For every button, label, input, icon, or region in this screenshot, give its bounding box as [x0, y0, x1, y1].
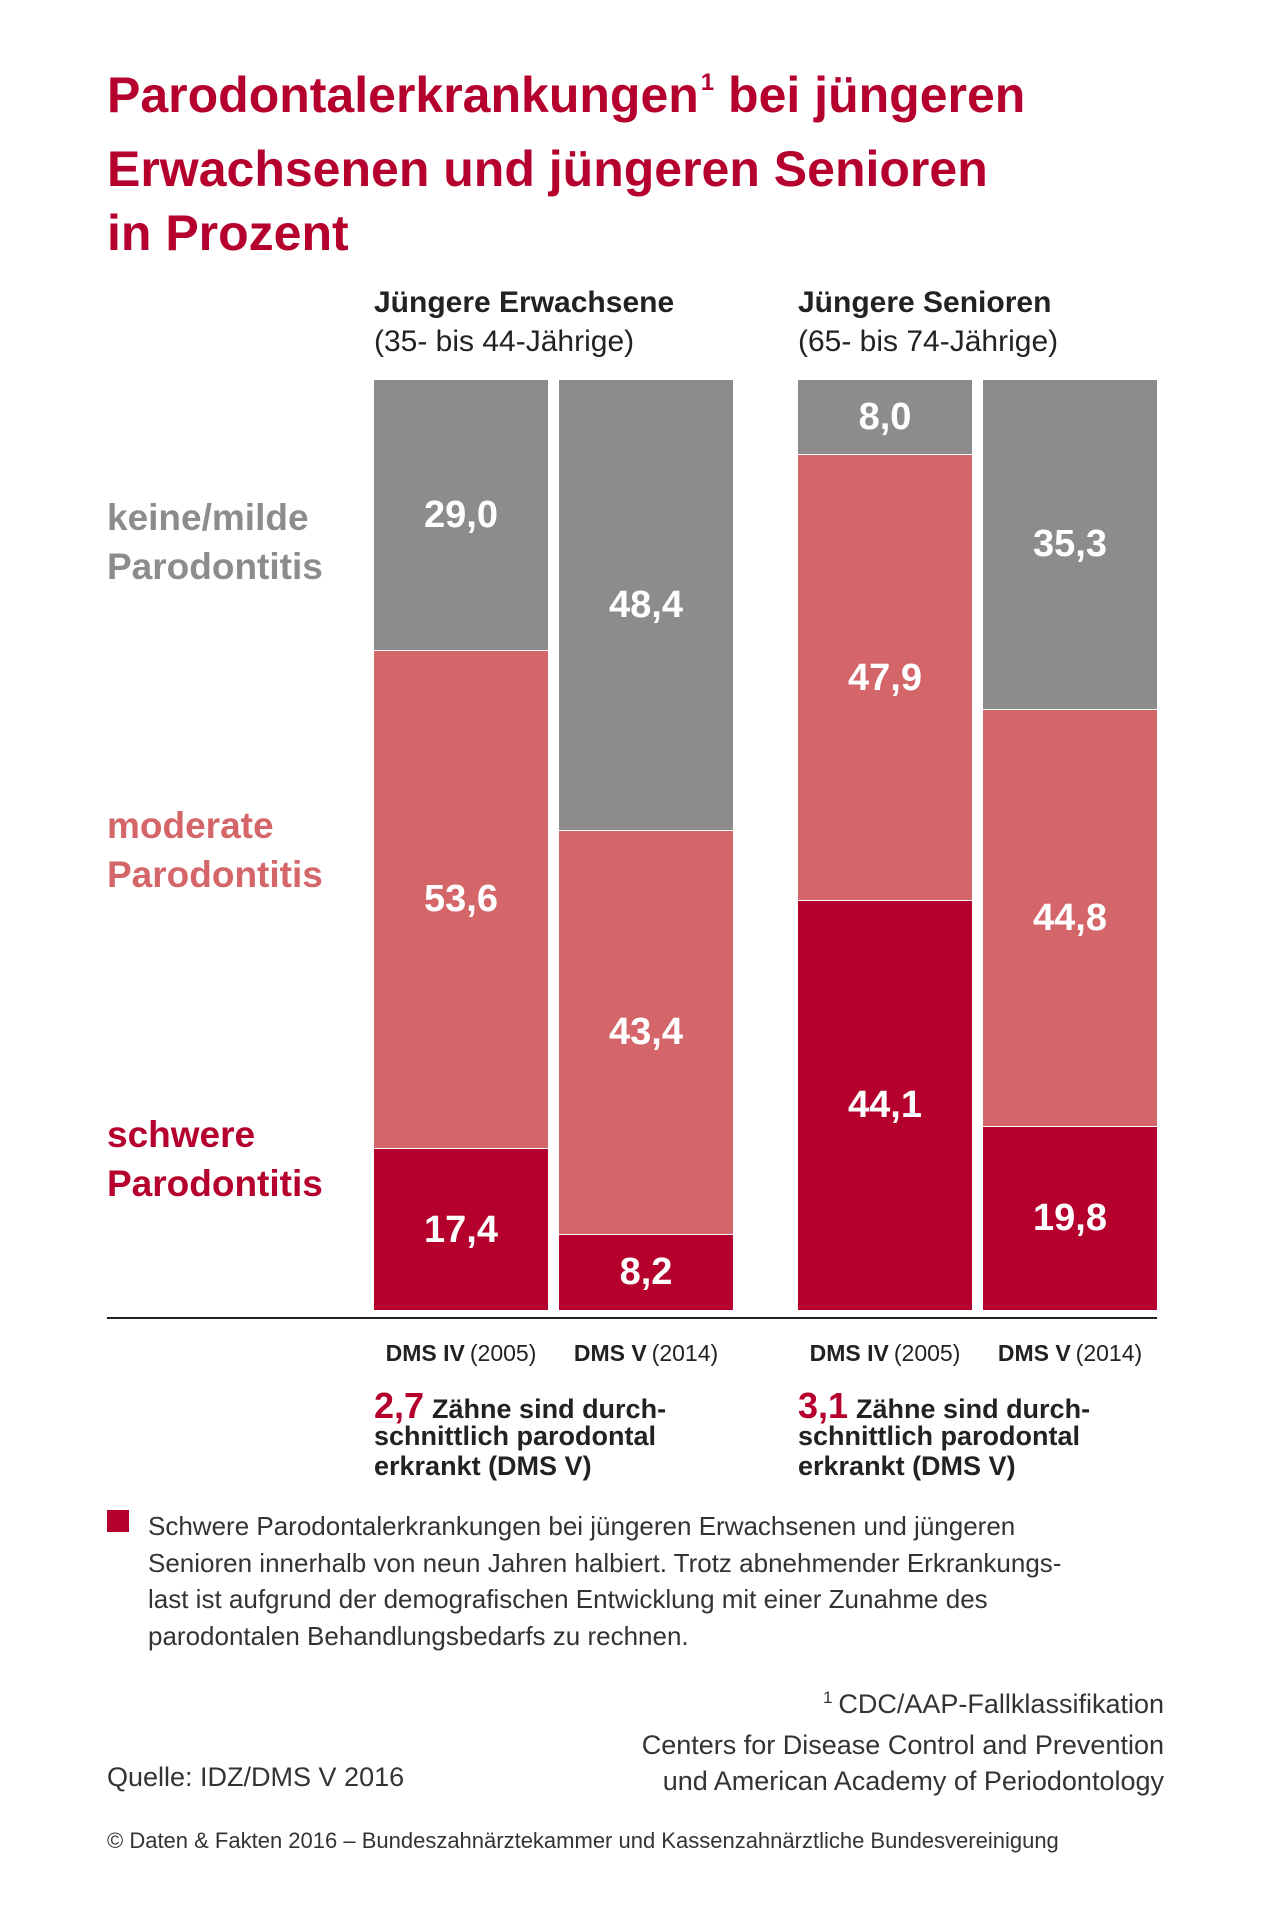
bar-segment: 8,2 [559, 1233, 733, 1310]
bar-segment: 17,4 [374, 1148, 548, 1310]
title-line-3: in Prozent [107, 205, 349, 261]
x-label-study: DMS IV [385, 1340, 465, 1366]
summary-line: Senioren innerhalb von neun Jahren halbi… [148, 1547, 1062, 1578]
x-label-study: DMS IV [809, 1340, 889, 1366]
x-label: DMS IV (2005) [798, 1339, 972, 1367]
chart-title: Parodontalerkrankungen1 bei jüngeren Erw… [107, 63, 1025, 265]
annotation-line: 3,1 Zähne sind durch- [798, 1388, 1091, 1425]
footnote: 1 CDC/AAP-Fallklassifikation Centers for … [642, 1686, 1164, 1800]
series-label-mild: keine/milde Parodontitis [107, 493, 323, 591]
series-label-line: schwere [107, 1114, 256, 1155]
title-line-1-end: bei jüngeren [714, 67, 1026, 123]
bar-segment: 53,6 [374, 649, 548, 1149]
x-label-study: DMS V [997, 1340, 1071, 1366]
summary-line: Schwere Parodontalerkrankungen bei jünge… [148, 1511, 1016, 1541]
group-subtitle: (65- bis 74-Jährige) [798, 325, 1059, 358]
title-line-1: Parodontalerkrankungen1 bei jüngeren [107, 63, 1025, 137]
title-line-1-text: Parodontalerkrankungen [107, 67, 699, 123]
title-footnote-mark: 1 [700, 69, 715, 96]
annotation-line: erkrankt (DMS V) [798, 1451, 1016, 1481]
group-subtitle: (35- bis 44-Jährige) [374, 325, 635, 358]
footnote-text: CDC/AAP-Fallklassifikation [838, 1689, 1164, 1719]
value-label: 17,4 [424, 1208, 498, 1251]
annotation-value: 2,7 [374, 1385, 425, 1426]
series-label-line: Parodontitis [107, 854, 323, 895]
annotation-text: Zähne sind durch- [432, 1394, 667, 1424]
x-label-study: DMS V [573, 1340, 647, 1366]
value-label: 35,3 [1033, 523, 1107, 566]
x-axis-line [107, 1317, 1157, 1319]
group-title: Jüngere Senioren [798, 286, 1052, 319]
annotation-line: schnittlich parodontal [374, 1421, 657, 1451]
bar-segment: 44,1 [798, 899, 972, 1310]
bar-segment: 47,9 [798, 454, 972, 900]
x-label: DMS V (2014) [559, 1339, 733, 1367]
bar-segment: 8,0 [798, 380, 972, 455]
summary-text: Schwere Parodontalerkrankungen bei jünge… [148, 1508, 1061, 1654]
annotation-value: 3,1 [798, 1385, 849, 1426]
bar-segment: 48,4 [559, 380, 733, 831]
annotation-line: schnittlich parodontal [798, 1421, 1081, 1451]
value-label: 43,4 [609, 1011, 683, 1054]
value-label: 8,2 [619, 1251, 673, 1294]
x-label: DMS V (2014) [983, 1339, 1157, 1367]
series-label-line: moderate [107, 805, 274, 846]
summary-bullet-square [107, 1510, 129, 1532]
bar-segment: 43,4 [559, 830, 733, 1234]
bar-segment: 35,3 [983, 380, 1157, 709]
annotation-young-adults: 2,7 Zähne sind durch- schnittlich parodon… [374, 1388, 667, 1482]
bar-segment: 19,8 [983, 1125, 1157, 1310]
x-label-year: (2014) [651, 1340, 719, 1366]
annotation-line: erkrankt (DMS V) [374, 1451, 592, 1481]
value-label: 47,9 [848, 656, 922, 699]
x-label-year: (2005) [893, 1340, 961, 1366]
bar-segment: 44,8 [983, 708, 1157, 1126]
copyright-note: © Daten & Fakten 2016 – Bundeszahnärztek… [107, 1828, 1059, 1853]
value-label: 19,8 [1033, 1197, 1107, 1240]
series-label-severe: schwere Parodontitis [107, 1110, 323, 1208]
x-label: DMS IV (2005) [374, 1339, 548, 1367]
x-label-year: (2014) [1075, 1340, 1143, 1366]
source-note: Quelle: IDZ/DMS V 2016 [107, 1762, 405, 1792]
group-header-young-seniors: Jüngere Senioren (65- bis 74-Jährige) [798, 283, 1058, 361]
bar-segment: 29,0 [374, 380, 548, 650]
footnote-line: Centers for Disease Control and Preventi… [641, 1729, 1164, 1760]
title-line-2: Erwachsenen und jüngeren Senioren [107, 141, 988, 197]
series-label-line: Parodontitis [107, 1163, 323, 1204]
value-label: 53,6 [424, 878, 498, 921]
group-title: Jüngere Erwachsene [374, 286, 675, 319]
group-header-young-adults: Jüngere Erwachsene (35- bis 44-Jährige) [374, 283, 674, 361]
footnote-line: 1 CDC/AAP-Fallklassifikation [642, 1686, 1164, 1727]
value-label: 44,8 [1033, 896, 1107, 939]
value-label: 29,0 [424, 493, 498, 536]
x-label-year: (2005) [469, 1340, 537, 1366]
footnote-line: und American Academy of Periodontology [662, 1766, 1164, 1796]
value-label: 8,0 [858, 396, 912, 439]
annotation-line: 2,7 Zähne sind durch- [374, 1388, 667, 1425]
annotation-text: Zähne sind durch- [856, 1394, 1091, 1424]
value-label: 44,1 [848, 1084, 922, 1127]
summary-line: parodontalen Behandlungsbedarfs zu rechn… [148, 1620, 689, 1651]
annotation-young-seniors: 3,1 Zähne sind durch- schnittlich parodon… [798, 1388, 1091, 1482]
footnote-mark: 1 [822, 1688, 833, 1707]
series-label-line: keine/milde [107, 497, 309, 538]
summary-line: last ist aufgrund der demografischen Ent… [148, 1584, 988, 1614]
value-label: 48,4 [609, 584, 683, 627]
series-label-moderate: moderate Parodontitis [107, 801, 323, 899]
series-label-line: Parodontitis [107, 546, 323, 587]
